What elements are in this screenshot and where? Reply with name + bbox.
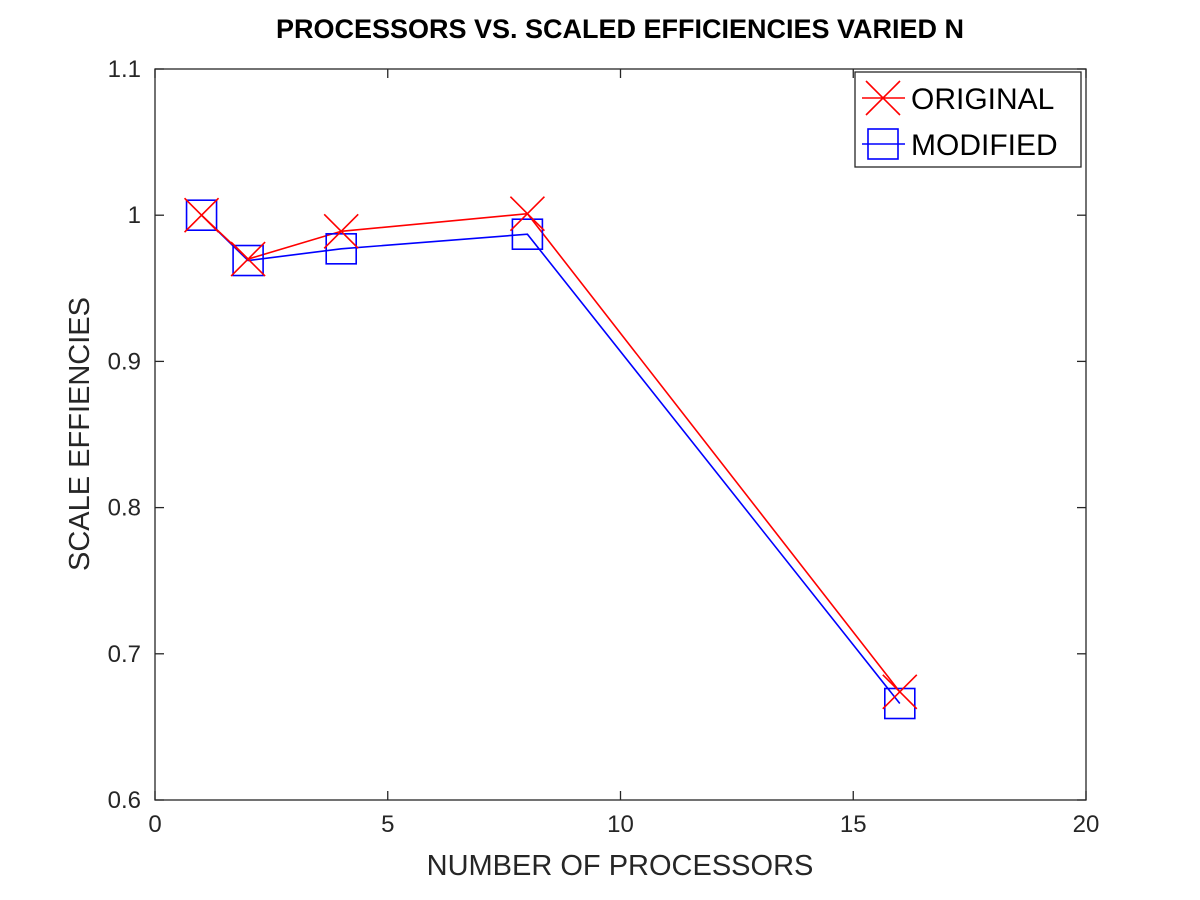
legend-label-modified: MODIFIED	[911, 129, 1058, 162]
data-point-modified	[511, 218, 544, 251]
chart-title: PROCESSORS VS. SCALED EFFICIENCIES VARIE…	[276, 14, 964, 44]
data-point-original	[323, 213, 359, 249]
y-tick-label: 1	[128, 202, 141, 229]
legend: ORIGINAL MODIFIED	[854, 71, 1082, 168]
data-point-original	[183, 197, 220, 233]
data-point-original	[230, 241, 266, 277]
legend-marker-original	[865, 80, 901, 116]
y-tick-label: 1.1	[108, 56, 141, 83]
legend-marker-modified	[867, 128, 899, 160]
x-axis-label: NUMBER OF PROCESSORS	[427, 850, 814, 882]
x-tick-label: 10	[607, 811, 634, 838]
data-point-modified	[185, 199, 218, 231]
plot-area-border	[154, 68, 1087, 801]
axis-ticks: 0 5 10 15 20 0.6 0.7 0.8 0.9 1 1.1	[108, 56, 1100, 838]
y-tick-label: 0.6	[108, 787, 141, 814]
y-tick-label: 0.9	[108, 348, 141, 375]
data-point-modified	[232, 244, 264, 277]
data-point-modified	[325, 233, 358, 265]
legend-label-original: ORIGINAL	[911, 83, 1054, 116]
y-tick-label: 0.8	[108, 495, 141, 522]
x-tick-label: 20	[1073, 811, 1100, 838]
y-tick-label: 0.7	[108, 641, 141, 668]
data-point-original	[509, 196, 545, 232]
x-tick-label: 15	[840, 811, 867, 838]
x-tick-label: 0	[148, 811, 161, 838]
x-tick-label: 5	[381, 811, 394, 838]
data-point-original	[882, 674, 918, 710]
data-point-modified	[883, 687, 916, 720]
data-series	[183, 196, 918, 720]
plot-axes	[154, 68, 1087, 801]
y-axis-label: SCALE EFFIENCIES	[64, 297, 96, 571]
